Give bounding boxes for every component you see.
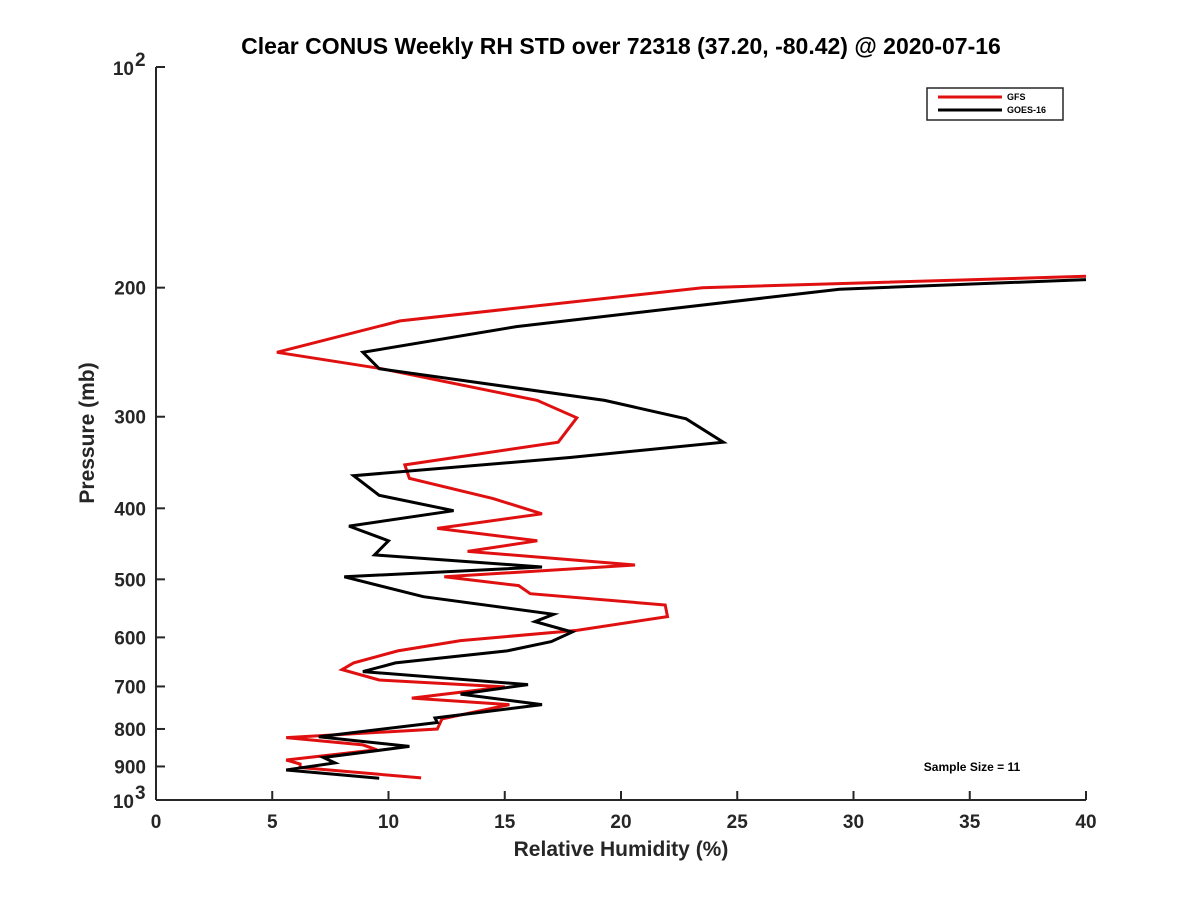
series-line-gfs bbox=[276, 274, 1087, 780]
y-tick-label: 900 bbox=[114, 757, 146, 778]
x-tick-label: 15 bbox=[494, 812, 516, 833]
y-tick-label: 200 bbox=[114, 279, 146, 300]
y-tick-label: 10 bbox=[113, 59, 134, 80]
series-line-goes16 bbox=[285, 278, 1087, 780]
x-tick-label: 5 bbox=[267, 812, 278, 833]
chart-title: Clear CONUS Weekly RH STD over 72318 (37… bbox=[241, 33, 1001, 59]
series-layer bbox=[276, 274, 1087, 780]
x-tick-label: 0 bbox=[151, 812, 162, 833]
sample-size-annotation: Sample Size = 11 bbox=[924, 760, 1021, 774]
x-tick-label: 40 bbox=[1075, 812, 1096, 833]
x-axis-label: Relative Humidity (%) bbox=[514, 838, 729, 861]
x-tick-label: 30 bbox=[843, 812, 864, 833]
x-tick-label: 25 bbox=[727, 812, 749, 833]
legend: GFS GOES-16 bbox=[926, 87, 1064, 121]
y-tick-exponent: 3 bbox=[135, 783, 146, 804]
y-axis-label: Pressure (mb) bbox=[76, 362, 99, 503]
y-tick-label: 800 bbox=[114, 720, 146, 741]
y-tick-label: 500 bbox=[114, 570, 146, 591]
x-axis-ticks: 0 5 10 15 20 25 30 35 40 bbox=[151, 791, 1097, 833]
y-tick-label: 600 bbox=[114, 628, 146, 649]
y-tick-label: 10 bbox=[113, 792, 134, 813]
x-tick-label: 10 bbox=[378, 812, 399, 833]
x-tick-label: 20 bbox=[610, 812, 631, 833]
y-tick-label: 700 bbox=[114, 677, 146, 698]
legend-label-gfs: GFS bbox=[1007, 92, 1026, 102]
y-tick-exponent: 2 bbox=[135, 50, 146, 71]
legend-box bbox=[926, 87, 1064, 121]
legend-label-goes16: GOES-16 bbox=[1007, 105, 1046, 115]
y-tick-label: 300 bbox=[114, 408, 146, 429]
y-tick-label: 400 bbox=[114, 499, 146, 520]
x-tick-label: 35 bbox=[959, 812, 981, 833]
axes bbox=[155, 67, 1086, 801]
